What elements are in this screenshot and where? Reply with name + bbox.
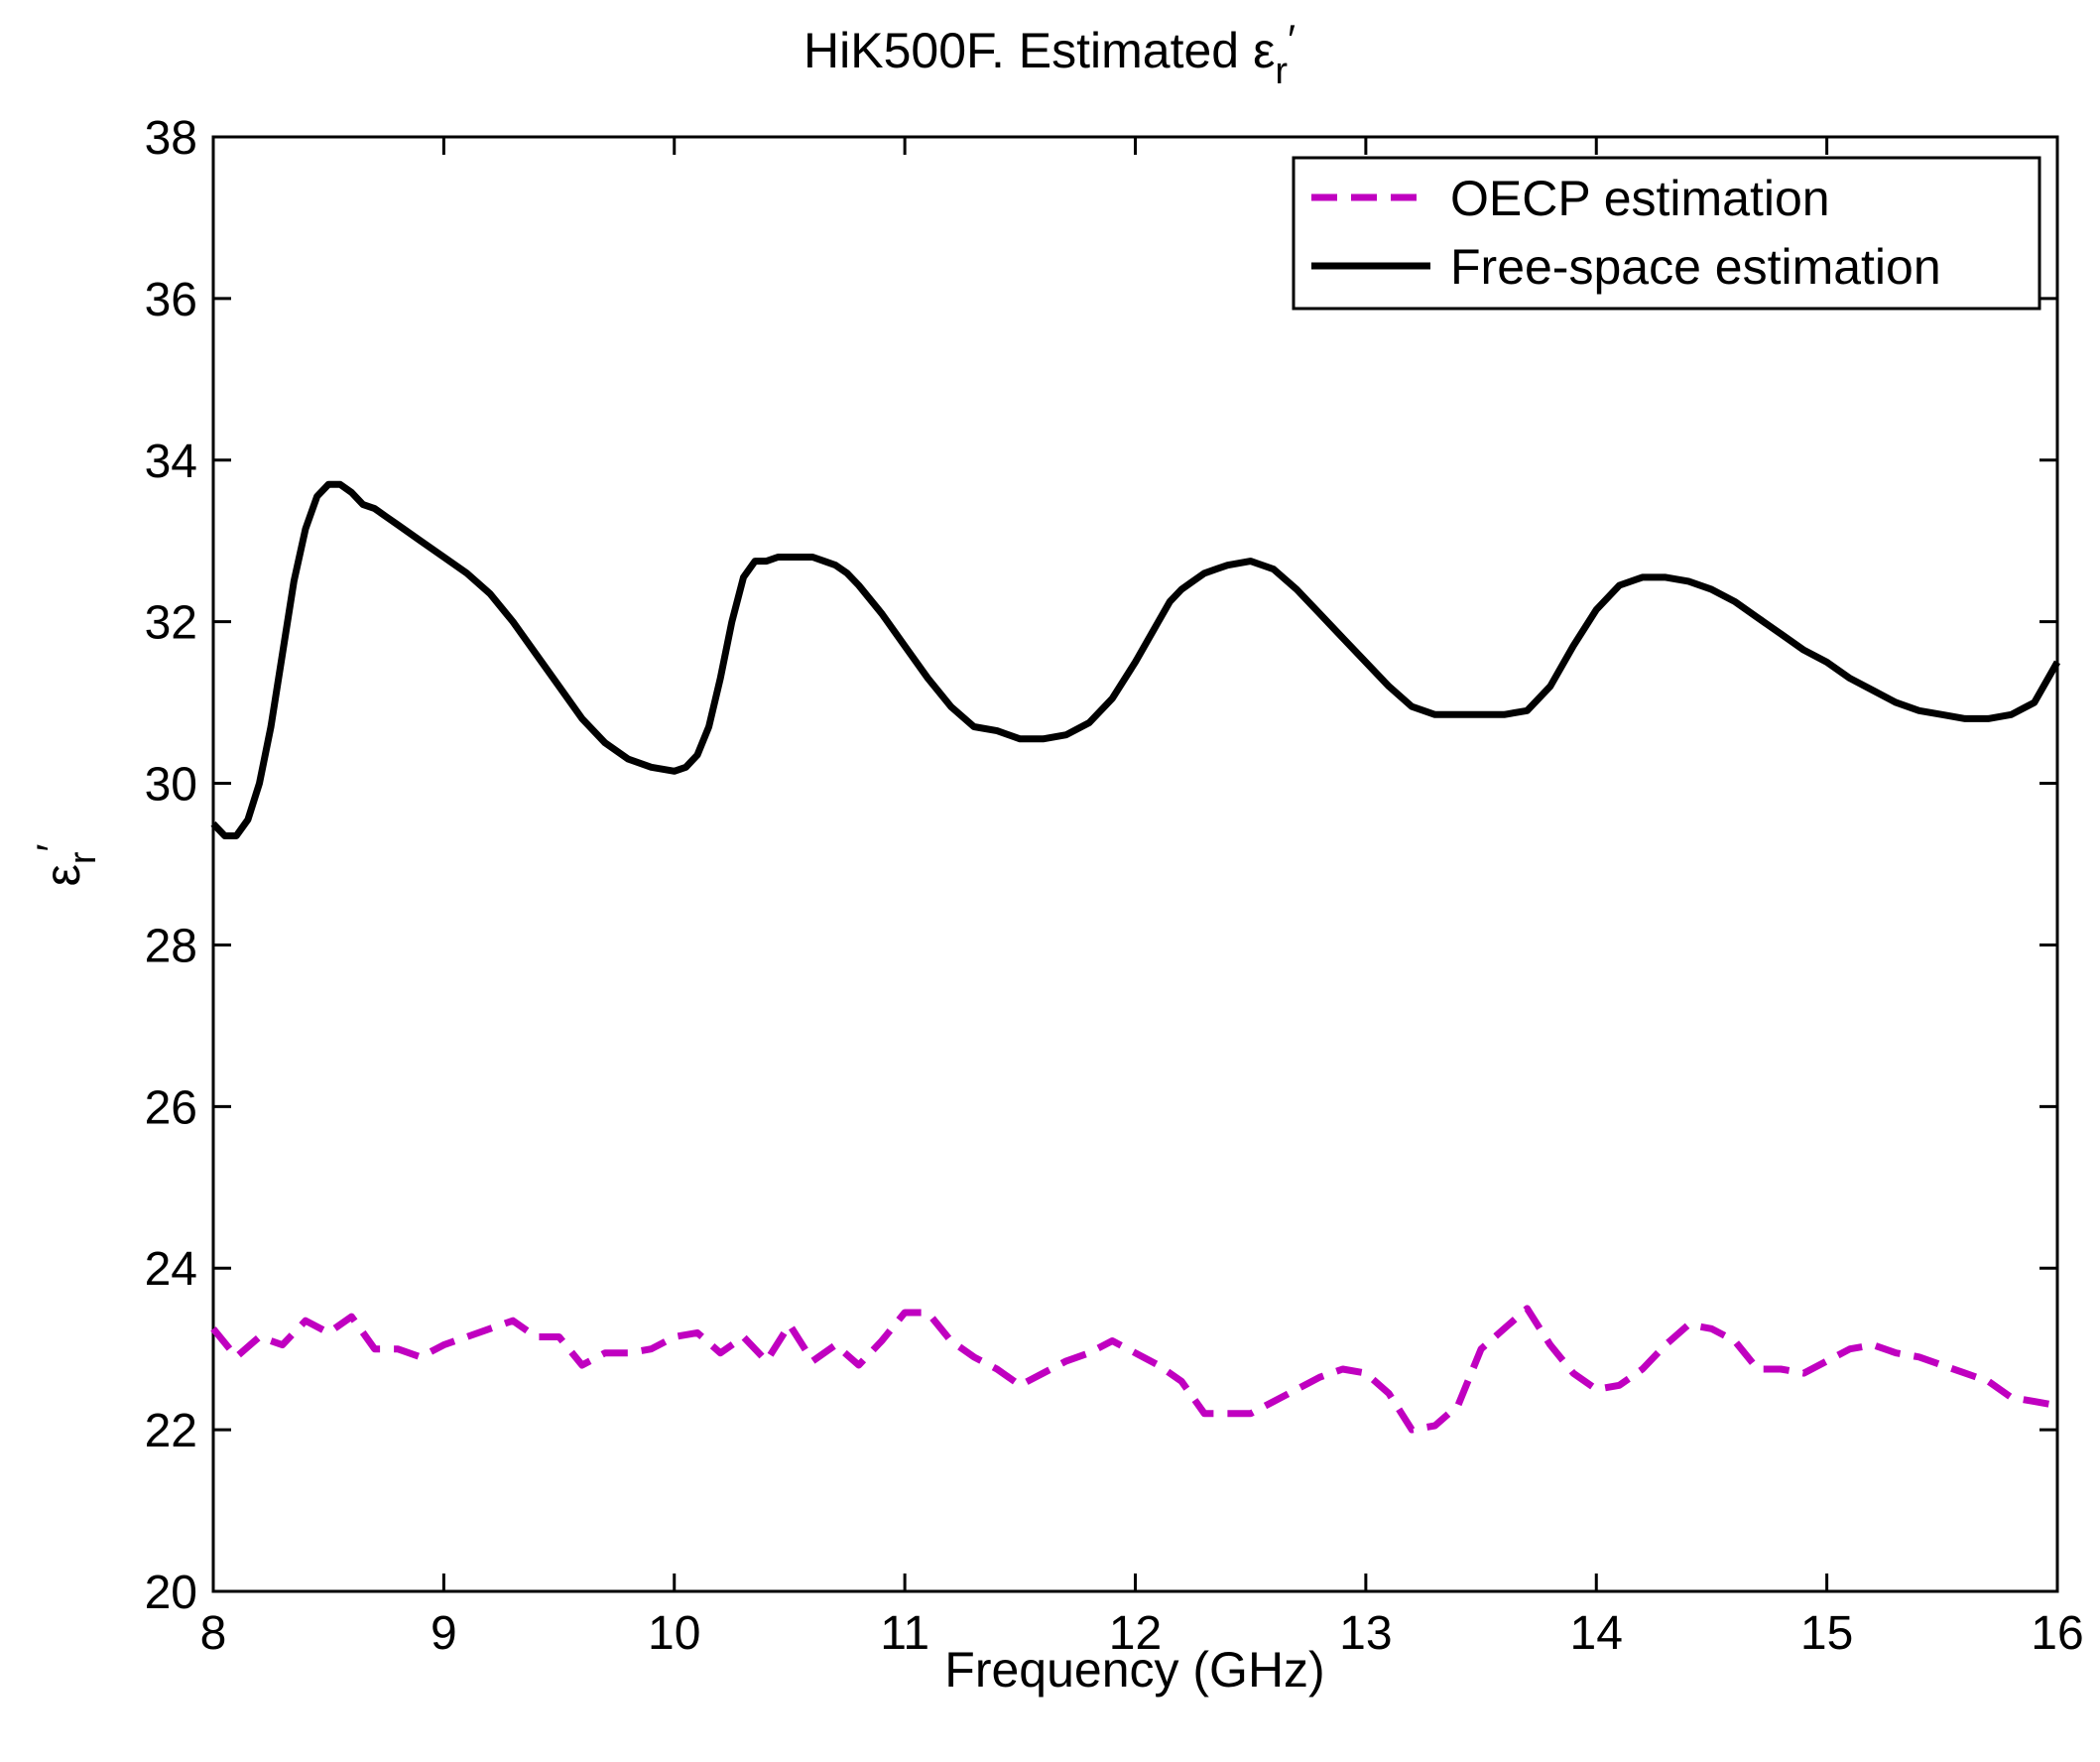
y-tick-label: 20: [145, 1567, 197, 1619]
legend-label-oecp: OECP estimation: [1450, 171, 1830, 226]
y-axis-label: εr′: [28, 843, 104, 886]
y-tick-label: 32: [145, 597, 197, 650]
x-axis: 8 9 10 11 12 13 14 15 16: [200, 137, 2084, 1660]
y-tick-label: 30: [145, 759, 197, 812]
series-line-oecp: [210, 1305, 2058, 1434]
y-tick-label: 26: [145, 1081, 197, 1134]
y-tick-label: 38: [145, 112, 197, 165]
series-line-free-space: [210, 480, 2061, 839]
x-tick-label: 16: [2031, 1607, 2083, 1660]
y-tick-label: 22: [145, 1405, 197, 1457]
x-axis-label: Frequency (GHz): [944, 1642, 1324, 1698]
y-tick-label: 36: [145, 274, 197, 326]
legend-box: [1292, 156, 2041, 311]
x-tick-label: 9: [431, 1607, 457, 1660]
chart-title: HiK500F. Estimated εr′: [803, 16, 1296, 92]
x-tick-label: 14: [1570, 1607, 1623, 1660]
y-tick-label: 34: [145, 436, 197, 488]
series-layer: [210, 480, 2061, 1434]
plot-area: [211, 135, 2059, 1593]
x-tick-label: 11: [880, 1607, 929, 1660]
x-tick-label: 8: [200, 1607, 227, 1660]
x-tick-label: 15: [1800, 1607, 1853, 1660]
x-tick-label: 13: [1339, 1607, 1392, 1660]
y-tick-label: 24: [145, 1243, 197, 1296]
legend-label-free-space: Free-space estimation: [1450, 239, 1941, 295]
x-tick-label: 10: [648, 1607, 700, 1660]
x-tick-label: 12: [1109, 1607, 1162, 1660]
y-axis: 20 22 24 26 28 30 32 34 36 38: [145, 112, 2057, 1619]
legend: OECP estimation Free-space estimation: [1292, 156, 2041, 311]
y-tick-label: 28: [145, 920, 197, 972]
svg-text:εr′: εr′: [28, 843, 104, 886]
